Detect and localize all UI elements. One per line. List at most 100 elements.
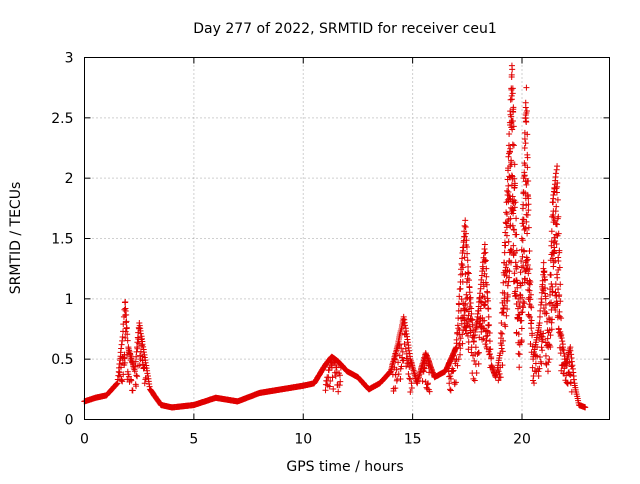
data-point — [123, 318, 130, 325]
data-point — [459, 264, 466, 271]
data-point — [547, 344, 554, 351]
data-point — [498, 342, 505, 349]
data-point — [514, 305, 521, 312]
data-point — [554, 221, 561, 228]
data-point — [553, 241, 560, 248]
data-point — [472, 329, 479, 336]
data-point — [136, 362, 143, 369]
data-point — [459, 255, 466, 262]
data-point — [483, 273, 490, 280]
data-point — [500, 337, 507, 344]
data-point — [542, 301, 549, 308]
data-point — [482, 341, 489, 348]
data-point — [134, 345, 141, 352]
data-point — [542, 352, 549, 359]
data-point — [536, 353, 543, 360]
data-point — [503, 261, 510, 268]
data-point — [463, 291, 470, 298]
data-point — [516, 364, 523, 371]
data-point — [471, 335, 478, 342]
data-point — [497, 330, 504, 337]
data-point — [408, 384, 415, 391]
data-point — [506, 268, 513, 275]
points-layer — [81, 62, 589, 411]
data-point — [509, 222, 516, 229]
data-point — [547, 332, 554, 339]
data-point — [510, 142, 517, 149]
data-point — [475, 360, 482, 367]
data-point — [542, 290, 549, 297]
data-point — [508, 71, 515, 78]
data-point — [497, 374, 504, 381]
data-point — [463, 243, 470, 250]
data-point — [325, 367, 332, 374]
data-point — [481, 317, 488, 324]
data-point — [123, 324, 130, 331]
data-point — [513, 215, 520, 222]
data-point — [511, 175, 518, 182]
data-point — [556, 249, 563, 256]
data-point — [133, 383, 140, 390]
data-point — [567, 371, 574, 378]
data-point — [447, 387, 454, 394]
data-point — [524, 154, 531, 161]
data-point — [398, 345, 405, 352]
data-point — [505, 278, 512, 285]
data-point — [525, 286, 532, 293]
data-point — [559, 338, 566, 345]
data-point — [399, 348, 406, 355]
data-point — [426, 388, 433, 395]
data-point — [558, 315, 565, 322]
data-point — [566, 371, 573, 378]
data-point — [501, 295, 508, 302]
plot-frame — [84, 57, 610, 420]
data-point — [529, 364, 536, 371]
data-point — [457, 335, 464, 342]
data-point — [499, 330, 506, 337]
grid-layer — [84, 57, 610, 420]
data-point — [560, 350, 567, 357]
data-point — [523, 257, 530, 264]
data-point — [461, 254, 468, 261]
data-point — [504, 187, 511, 194]
data-point — [468, 305, 475, 312]
data-point — [513, 231, 520, 238]
data-point — [530, 377, 537, 384]
data-point — [496, 370, 503, 377]
data-point — [504, 306, 511, 313]
data-point — [508, 172, 515, 179]
data-point — [337, 378, 344, 385]
data-point — [454, 362, 461, 369]
data-point — [459, 340, 466, 347]
data-point — [134, 373, 141, 380]
data-point — [463, 237, 470, 244]
data-point — [545, 359, 552, 366]
data-point — [544, 318, 551, 325]
data-point — [545, 341, 552, 348]
data-point — [509, 118, 516, 125]
data-point — [461, 233, 468, 240]
data-point — [506, 130, 513, 137]
data-point — [137, 330, 144, 337]
data-point — [477, 305, 484, 312]
data-point — [525, 224, 532, 231]
data-point — [540, 330, 547, 337]
tick-layer: 0 0.5 1 1.5 2 2.5 3 0 5 10 15 20 — [51, 51, 610, 448]
data-point — [510, 123, 517, 130]
data-point — [548, 228, 555, 235]
data-point — [547, 271, 554, 278]
data-point — [522, 225, 529, 232]
data-point — [495, 377, 502, 384]
data-point — [485, 305, 492, 312]
data-point — [548, 299, 555, 306]
data-point — [554, 196, 561, 203]
data-point — [499, 362, 506, 369]
data-point — [553, 189, 560, 196]
data-point — [524, 230, 531, 237]
data-point — [468, 317, 475, 324]
data-point — [480, 325, 487, 332]
data-point — [395, 371, 402, 378]
data-point — [460, 247, 467, 254]
data-point — [485, 322, 492, 329]
